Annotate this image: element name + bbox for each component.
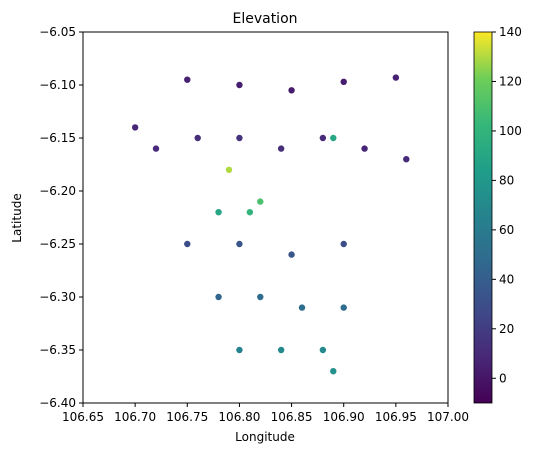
x-tick-label: 106.75: [166, 410, 208, 424]
y-tick-label: −6.30: [39, 290, 76, 304]
x-axis-label: Longitude: [235, 430, 295, 444]
data-point: [184, 240, 191, 248]
data-point: [194, 134, 201, 142]
colorbar-tick-label: 20: [499, 322, 514, 336]
data-point: [236, 240, 243, 248]
data-point: [319, 346, 327, 354]
data-point: [236, 346, 243, 354]
chart-title: Elevation: [232, 11, 297, 27]
y-tick-label: −6.15: [39, 131, 76, 145]
x-tick-label: 106.90: [323, 410, 365, 424]
colorbar-tick-label: 0: [499, 371, 507, 385]
x-axis: 106.65 106.70 106.75 106.80 106.85 106.90 106.…: [62, 403, 469, 424]
colorbar-tick-label: 60: [499, 223, 514, 237]
colorbar-tick-label: 80: [499, 173, 514, 187]
data-point: [277, 346, 285, 354]
colorbar-tick-label: 100: [499, 124, 522, 138]
y-axis-label: Latitude: [10, 193, 24, 242]
data-point: [215, 293, 222, 301]
colorbar-tick-label: 120: [499, 74, 522, 88]
data-point: [392, 74, 400, 81]
data-point: [330, 368, 337, 375]
data-point: [361, 145, 368, 152]
data-point: [257, 293, 264, 301]
data-point: [340, 78, 347, 86]
x-tick-label: 107.00: [427, 410, 469, 424]
data-point: [225, 166, 233, 173]
x-tick-label: 106.85: [271, 410, 313, 424]
data-point: [246, 209, 254, 216]
colorbar: [473, 31, 493, 404]
data-point: [152, 145, 160, 152]
colorbar-axis: 0 20 40 60 80 100 120 140: [492, 25, 522, 385]
data-point: [236, 134, 243, 142]
data-point: [184, 76, 191, 83]
x-tick-label: 106.70: [114, 410, 156, 424]
data-point: [340, 304, 347, 311]
data-point: [403, 156, 410, 163]
data-point: [319, 134, 327, 142]
data-point: [215, 209, 222, 216]
plot-frame: [82, 31, 449, 404]
data-point: [257, 198, 264, 205]
y-tick-label: −6.35: [39, 343, 76, 357]
colorbar-tick-label: 40: [499, 272, 514, 286]
data-point: [340, 240, 347, 248]
data-point: [330, 134, 337, 142]
data-point: [288, 87, 295, 94]
y-axis: −6.05 −6.10 −6.15 −6.20 −6.25 −6.30 −6.35 −6.40: [39, 25, 83, 410]
data-point: [236, 81, 243, 89]
y-tick-label: −6.05: [39, 25, 76, 39]
x-tick-label: 106.95: [375, 410, 417, 424]
data-point: [298, 304, 306, 311]
data-point: [288, 251, 295, 258]
y-tick-label: −6.10: [39, 78, 76, 92]
x-tick-label: 106.65: [62, 410, 104, 424]
x-tick-label: 106.80: [218, 410, 260, 424]
data-points: [131, 74, 410, 375]
y-tick-label: −6.20: [39, 184, 76, 198]
colorbar-tick-label: 140: [499, 25, 522, 39]
y-tick-label: −6.25: [39, 237, 76, 251]
y-tick-label: −6.40: [39, 396, 76, 410]
data-point: [277, 145, 285, 152]
data-point: [131, 124, 139, 131]
